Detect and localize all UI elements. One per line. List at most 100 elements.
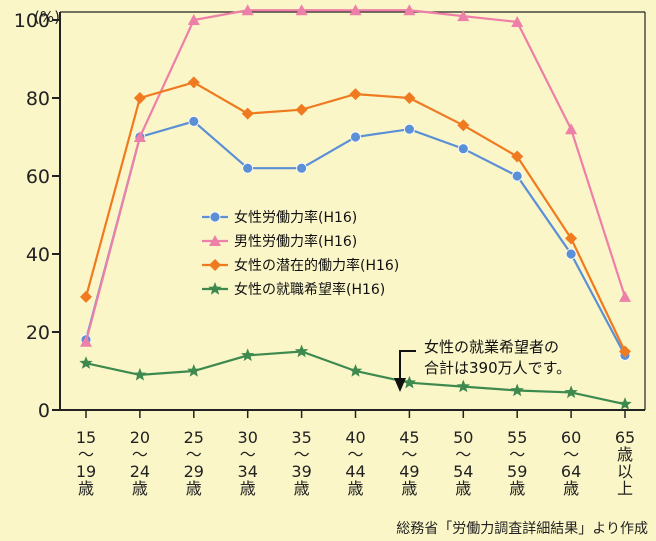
x-tick-label: 歳	[186, 479, 202, 498]
data-point	[511, 15, 524, 27]
x-tick-label: 〜	[78, 445, 94, 464]
legend-label: 女性の潜在的働力率(H16)	[234, 257, 399, 274]
data-point	[133, 131, 146, 142]
x-tick-label: 49	[399, 462, 419, 481]
source-note: 総務省「労働力調査詳細結果」より作成	[396, 521, 648, 537]
data-point	[403, 92, 416, 104]
annotation-line-2: 合計は390万人です。	[424, 359, 571, 377]
data-point	[403, 123, 415, 135]
x-tick-label: 29	[184, 462, 204, 481]
y-unit-label: (%)	[34, 8, 60, 26]
data-point	[241, 348, 255, 362]
data-point	[348, 364, 363, 377]
data-point	[456, 379, 470, 393]
x-tick-label: 45	[399, 428, 419, 447]
data-point	[209, 211, 221, 223]
data-point	[511, 150, 524, 163]
y-tick-label: 100	[14, 10, 50, 32]
annotation-line-1: 女性の就業希望者の	[424, 338, 559, 356]
x-tick-label: 〜	[347, 445, 363, 464]
data-point	[208, 282, 222, 295]
x-tick-label: 19	[76, 462, 96, 481]
y-ticks: 0 20 40 60 80 100	[14, 10, 60, 422]
data-point	[349, 4, 362, 16]
data-point	[619, 290, 631, 302]
x-tick-label: 44	[345, 462, 365, 481]
x-tick-label: 35	[291, 428, 311, 447]
data-point	[618, 397, 632, 410]
x-tick-label: 59	[507, 462, 527, 481]
series-group	[79, 4, 632, 410]
data-point	[510, 383, 524, 397]
x-tick-label: 34	[238, 462, 258, 481]
y-tick-label: 60	[26, 166, 50, 188]
x-tick-label: 歳	[294, 479, 310, 498]
x-tick-label: 歳	[563, 479, 579, 498]
data-point	[295, 4, 308, 16]
data-point	[349, 88, 362, 101]
x-tick-label: 〜	[294, 445, 310, 464]
legend-label: 女性の就職希望率(H16)	[234, 281, 385, 298]
x-tick-label: 歳	[617, 445, 633, 464]
x-tick-label: 60	[561, 428, 581, 447]
data-point	[402, 375, 417, 389]
data-point	[350, 131, 361, 143]
x-tick-label: 歳	[132, 479, 148, 498]
x-tick-label: 25	[184, 428, 204, 447]
x-tick-label: 歳	[240, 479, 256, 498]
x-tick-label: 24	[130, 462, 150, 481]
x-tick-label: 歳	[509, 479, 525, 498]
y-tick-label: 0	[38, 400, 50, 422]
x-tick-label: 40	[345, 428, 365, 447]
x-tick-label: 〜	[509, 445, 525, 464]
data-point	[403, 4, 416, 16]
data-point	[79, 356, 93, 369]
x-tick-label: 54	[453, 462, 473, 481]
data-point	[241, 107, 254, 120]
x-tick-label: 50	[453, 428, 473, 447]
x-tick-label: 〜	[563, 445, 579, 464]
legend-label: 女性労働力率(H16)	[234, 209, 357, 226]
annotation: 女性の就業希望者の 合計は390万人です。	[394, 338, 571, 392]
data-point	[209, 259, 221, 271]
data-point	[457, 119, 470, 132]
annotation-arrow	[399, 350, 416, 384]
x-ticks: 15〜19歳20〜24歳25〜29歳30〜34歳35〜39歳40〜44歳45〜4…	[76, 410, 635, 498]
y-tick-label: 80	[26, 88, 50, 110]
data-point	[457, 143, 469, 155]
data-point	[564, 385, 578, 399]
data-point	[242, 162, 254, 174]
x-tick-label: 64	[561, 462, 581, 481]
data-point	[187, 76, 200, 89]
data-point	[187, 364, 201, 377]
data-point	[296, 162, 308, 174]
x-tick-label: 歳	[78, 479, 94, 498]
legend-label: 男性労働力率(H16)	[234, 233, 357, 250]
data-point	[565, 232, 578, 245]
annotation-arrowhead	[394, 378, 406, 392]
data-point	[187, 14, 200, 25]
x-tick-label: 歳	[455, 479, 471, 498]
x-tick-label: 〜	[455, 445, 471, 464]
x-tick-label: 65	[615, 428, 635, 447]
data-point	[619, 345, 631, 358]
data-point	[511, 170, 523, 182]
x-tick-label: 〜	[240, 445, 256, 464]
data-point	[565, 123, 578, 135]
legend: 女性労働力率(H16) 男性労働力率(H16) 女性の潜在的働力率(H16) 女性の就…	[202, 209, 399, 298]
x-tick-label: 以	[617, 462, 633, 481]
x-tick-label: 30	[238, 428, 258, 447]
data-point	[133, 92, 146, 104]
data-point	[457, 10, 470, 22]
data-point	[295, 103, 308, 116]
x-tick-label: 歳	[401, 479, 417, 498]
x-tick-label: 20	[130, 428, 150, 447]
y-tick-label: 40	[26, 244, 50, 266]
x-tick-label: 〜	[132, 445, 148, 464]
data-point	[80, 335, 92, 347]
data-point	[209, 235, 221, 246]
data-point	[133, 367, 147, 381]
x-tick-label: 〜	[401, 445, 417, 464]
x-tick-label: 上	[617, 479, 633, 498]
